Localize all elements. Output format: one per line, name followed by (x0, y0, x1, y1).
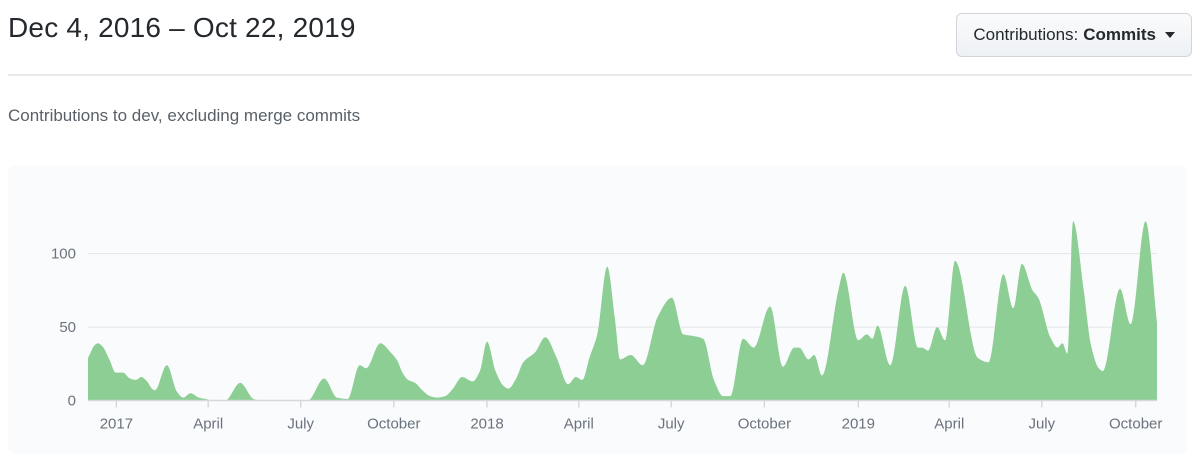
x-tick-label-6: July (658, 416, 685, 433)
x-tick-label-0: 2017 (100, 416, 133, 433)
x-tick-label-7: October (738, 416, 791, 433)
caret-down-icon (1165, 32, 1175, 38)
contributions-area-chart[interactable]: 2017 April July October 2018 April July October… (8, 165, 1187, 454)
x-tick-label-9: April (934, 416, 964, 433)
y-tick-label-0: 0 (68, 393, 76, 410)
chart-subtitle: Contributions to dev, excluding merge co… (8, 106, 361, 125)
commits-area-series[interactable] (88, 221, 1157, 401)
x-tick-label-2: July (287, 416, 314, 433)
page-title: Dec 4, 2016 – Oct 22, 2019 (8, 12, 356, 43)
x-tick-label-10: July (1028, 416, 1055, 433)
x-tick-label-4: 2018 (470, 416, 503, 433)
x-tick-label-11: October (1109, 416, 1162, 433)
x-tick-label-5: April (564, 416, 594, 433)
x-tick-label-8: 2019 (842, 416, 875, 433)
contributions-filter-button[interactable]: Contributions: Commits (956, 13, 1192, 57)
x-tick-label-3: October (367, 416, 420, 433)
contributions-graph-panel: 2017 April July October 2018 April July October… (8, 165, 1187, 454)
filter-button-selected-value: Commits (1083, 25, 1156, 44)
x-tick-label-1: April (193, 416, 223, 433)
header-divider (8, 74, 1192, 76)
y-tick-label-100: 100 (51, 246, 76, 263)
y-tick-label-50: 50 (59, 319, 76, 336)
filter-button-prefix-label: Contributions: (973, 25, 1079, 44)
